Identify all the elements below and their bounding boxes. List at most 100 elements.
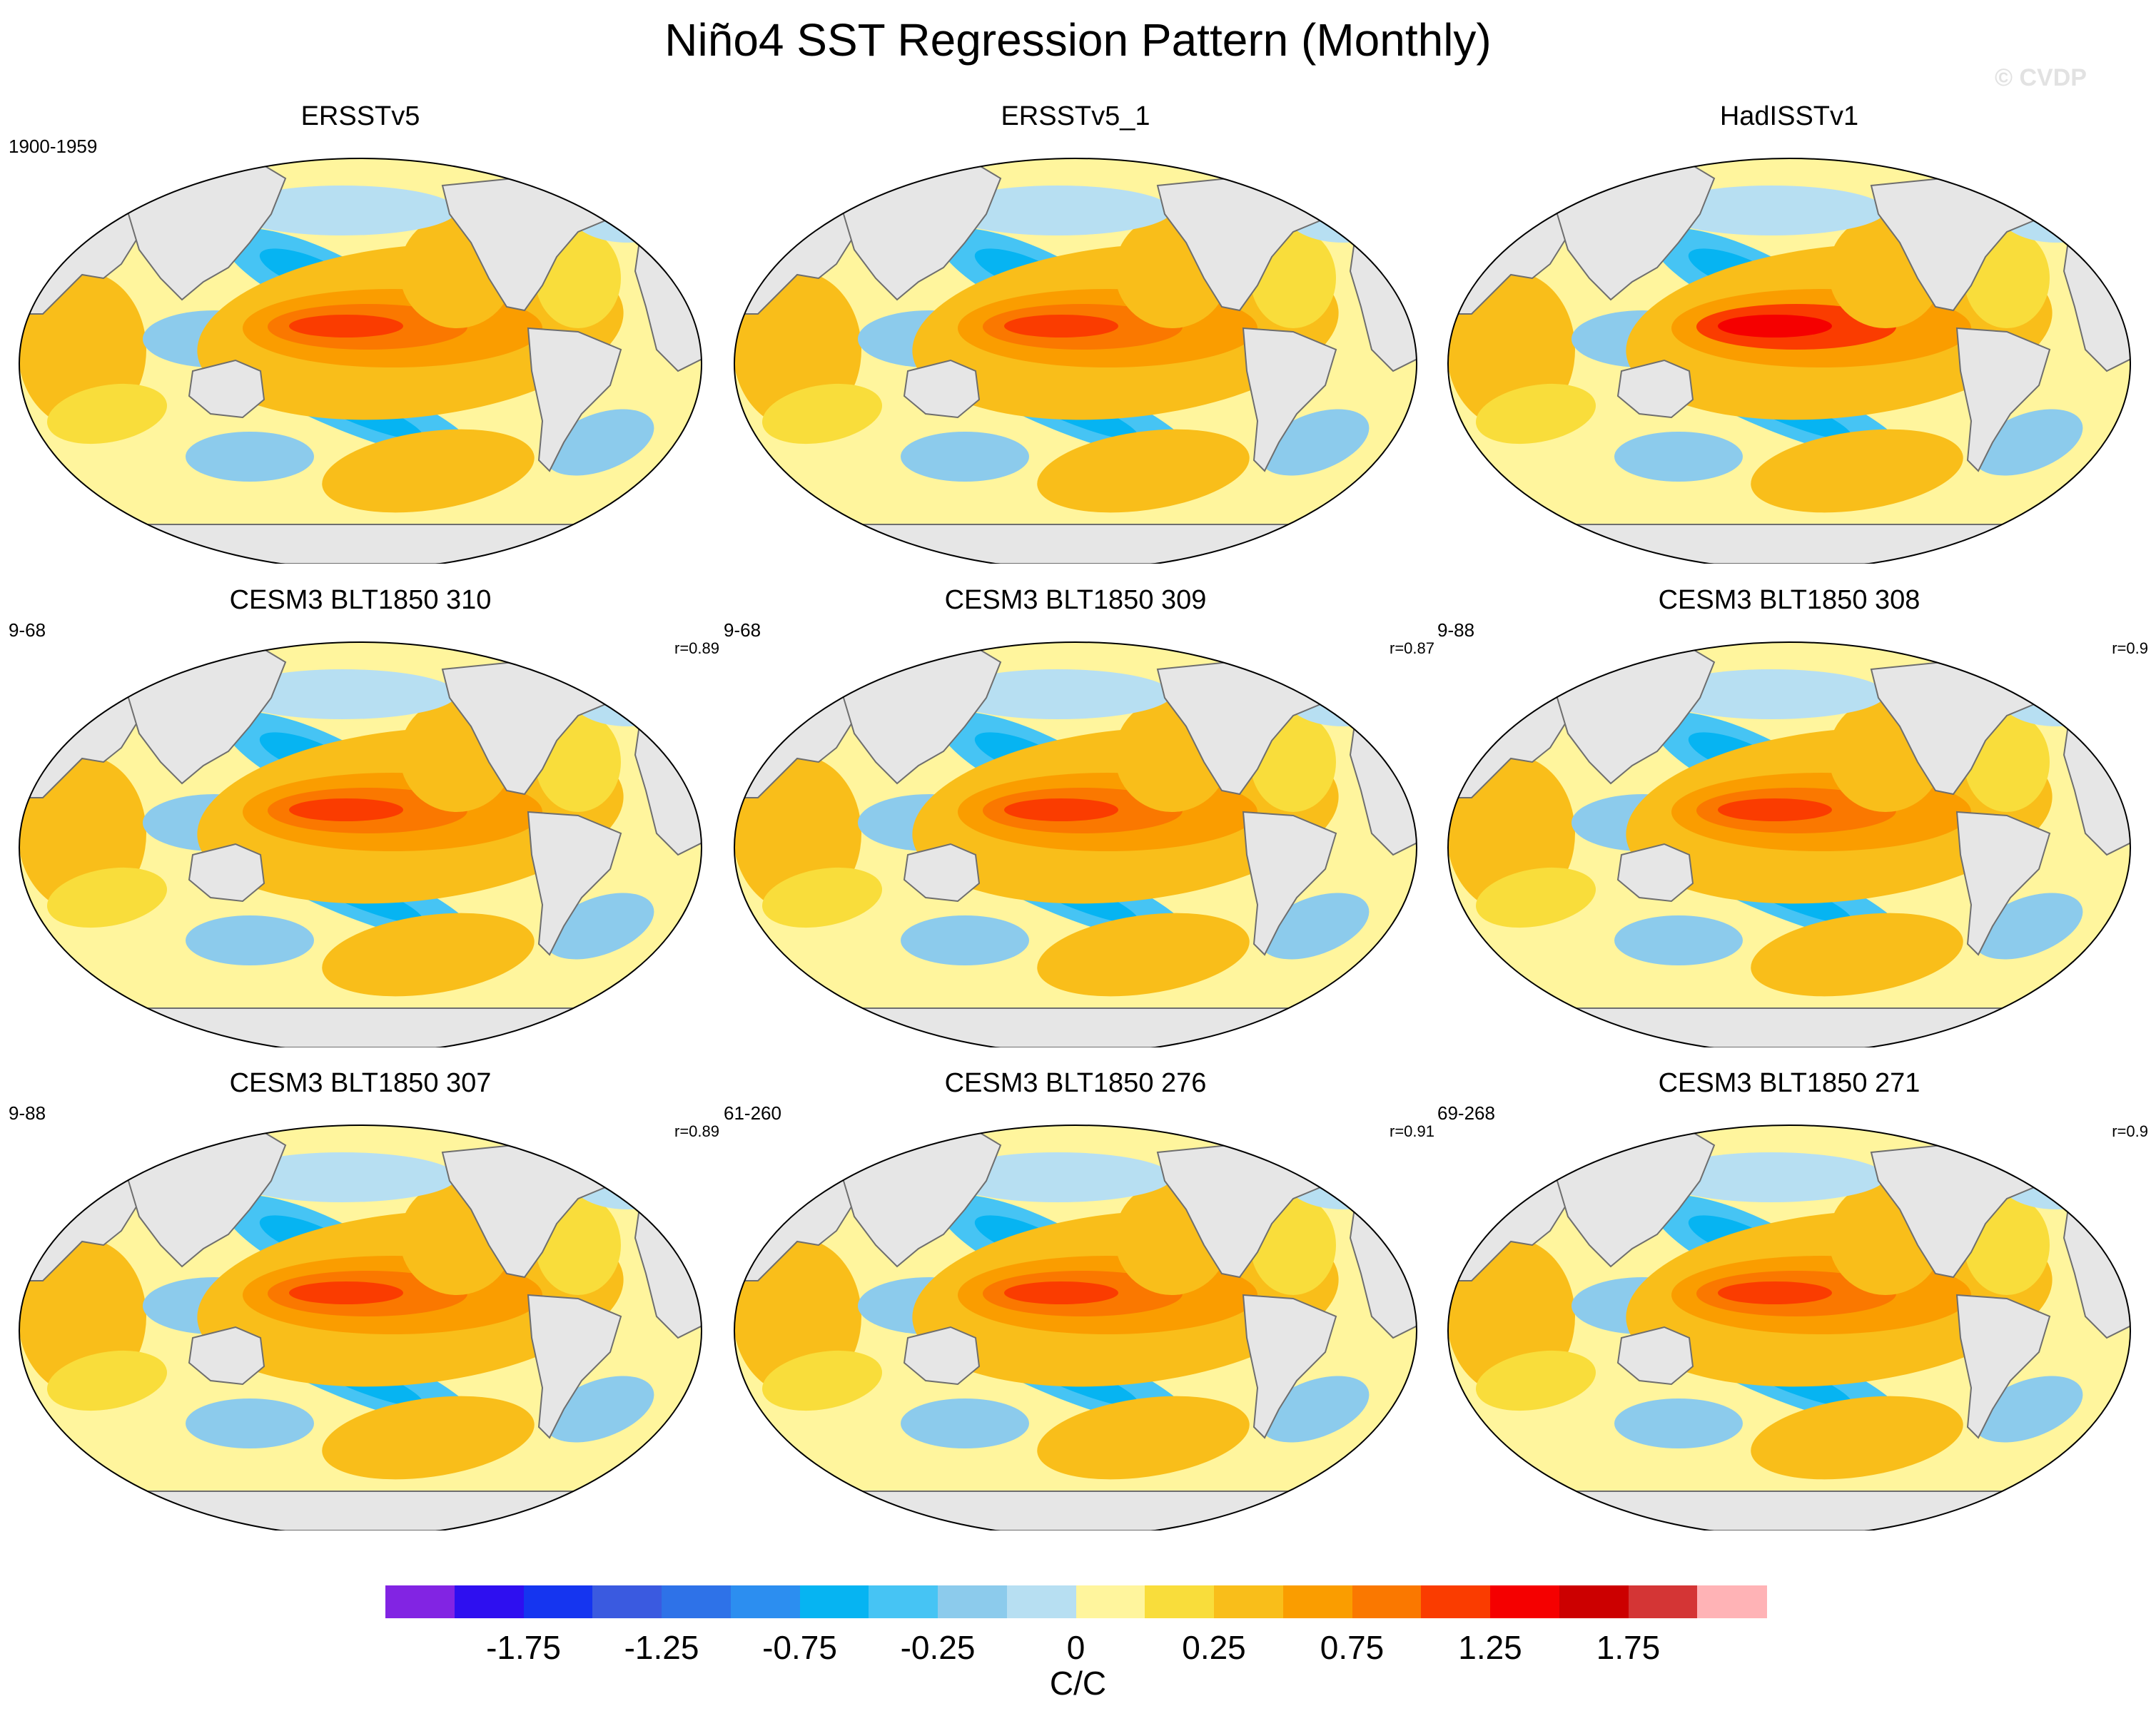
panel-title: CESM3 BLT1850 307 xyxy=(229,1068,492,1098)
pattern-correlation-label: r=0.91 xyxy=(1390,1122,1434,1140)
southern-ocean-cool xyxy=(901,432,1029,482)
south-america-landmass xyxy=(1242,1294,1337,1439)
south-pacific-warm xyxy=(1037,913,1250,997)
colorbar-tick-label: 1.25 xyxy=(1458,1629,1522,1666)
robinson-map xyxy=(1447,1124,2131,1537)
pacific-warm-peak xyxy=(289,315,403,337)
panel-title: CESM3 BLT1850 309 xyxy=(944,585,1207,615)
southern-ocean-cool xyxy=(186,432,314,482)
arctic-cool xyxy=(228,669,457,719)
map-panel: CESM3 BLT1850 310 9-68 r=0.89 xyxy=(7,584,719,1055)
antarctica-landmass xyxy=(19,1491,702,1531)
pattern-correlation-label: r=0.87 xyxy=(1390,639,1434,657)
south-pacific-warm xyxy=(1037,429,1250,513)
greenland-landmass xyxy=(577,1130,644,1172)
colorbar-tick-label: -1.25 xyxy=(624,1629,699,1666)
south-indian-warm xyxy=(47,867,167,928)
pacific-warm-peak xyxy=(289,1281,403,1304)
panel-period-label: 9-68 xyxy=(9,619,46,641)
colorbar-cell xyxy=(869,1585,938,1618)
australia-landmass xyxy=(903,843,981,903)
south-pacific-warm xyxy=(1751,913,1963,997)
southern-ocean-cool xyxy=(901,915,1029,965)
colorbar-units: C/C xyxy=(1049,1665,1107,1702)
south-indian-warm xyxy=(1476,867,1596,928)
cvdp-watermark: © CVDP xyxy=(1995,64,2087,91)
australia-landmass xyxy=(1616,1326,1694,1386)
colorbar-tick-label: 0.25 xyxy=(1182,1629,1246,1666)
map-panel: ERSSTv5 1900-1959 xyxy=(7,100,714,571)
colorbar-tick-label: -0.25 xyxy=(900,1629,976,1666)
colorbar-cell xyxy=(1006,1585,1076,1618)
antarctica-landmass xyxy=(19,1007,702,1048)
south-indian-warm xyxy=(47,1350,167,1411)
south-indian-warm xyxy=(47,383,167,445)
arctic-cool xyxy=(228,1152,457,1202)
arctic-cool xyxy=(943,186,1172,235)
robinson-map xyxy=(19,158,702,570)
south-pacific-warm xyxy=(322,1396,535,1480)
panel-title: CESM3 BLT1850 308 xyxy=(1658,585,1920,615)
map-panel: ERSSTv5_1 xyxy=(722,100,1429,571)
south-america-landmass xyxy=(1955,327,2051,472)
antarctica-landmass xyxy=(1448,524,2130,564)
south-pacific-warm xyxy=(322,429,535,513)
antarctica-landmass xyxy=(734,524,1417,564)
pacific-warm-peak xyxy=(289,798,403,821)
panel-title: CESM3 BLT1850 276 xyxy=(944,1068,1207,1098)
colorbar-cell xyxy=(662,1585,732,1618)
colorbar xyxy=(385,1585,1767,1618)
australia-landmass xyxy=(903,1326,981,1386)
arctic-cool xyxy=(1657,186,1886,235)
panel-period-label: 9-88 xyxy=(1437,619,1475,641)
australia-landmass xyxy=(188,1326,265,1386)
pattern-correlation-label: r=0.89 xyxy=(674,639,719,657)
south-indian-warm xyxy=(1476,383,1596,445)
panel-period-label: 9-88 xyxy=(9,1102,46,1124)
colorbar-cell xyxy=(938,1585,1008,1618)
greenland-landmass xyxy=(2005,647,2073,689)
arctic-cool xyxy=(1657,669,1886,719)
robinson-map xyxy=(734,1124,1417,1537)
greenland-landmass xyxy=(1292,1130,1359,1172)
panel-title: ERSSTv5_1 xyxy=(1001,101,1150,131)
southern-ocean-cool xyxy=(1614,432,1743,482)
greenland-landmass xyxy=(2005,1130,2073,1172)
pacific-warm-peak xyxy=(1718,798,1832,821)
map-panel: CESM3 BLT1850 271 69-268 r=0.9 xyxy=(1436,1067,2148,1538)
map-panel: HadISSTv1 xyxy=(1436,100,2142,571)
southern-ocean-cool xyxy=(186,915,314,965)
robinson-map xyxy=(734,158,1417,570)
colorbar-cell xyxy=(1214,1585,1284,1618)
panel-period-label: 61-260 xyxy=(724,1102,781,1124)
antarctica-landmass xyxy=(1448,1007,2130,1048)
pacific-warm-peak xyxy=(1004,798,1118,821)
greenland-landmass xyxy=(577,647,644,689)
colorbar-cell xyxy=(1628,1585,1698,1618)
south-america-landmass xyxy=(527,327,622,472)
colorbar-cell xyxy=(1352,1585,1422,1618)
pacific-warm-peak xyxy=(1004,315,1118,337)
australia-landmass xyxy=(903,359,981,419)
south-america-landmass xyxy=(1955,1294,2051,1439)
map-panel: CESM3 BLT1850 308 9-88 r=0.9 xyxy=(1436,584,2148,1055)
pattern-correlation-label: r=0.9 xyxy=(2112,1122,2148,1140)
south-america-landmass xyxy=(1242,811,1337,956)
greenland-landmass xyxy=(2005,163,2073,205)
map-panel: CESM3 BLT1850 276 61-260 r=0.91 xyxy=(722,1067,1434,1538)
panel-period-label: 9-68 xyxy=(724,619,761,641)
arctic-cool xyxy=(228,186,457,235)
colorbar-tick-label: 1.75 xyxy=(1596,1629,1661,1666)
panel-title: ERSSTv5 xyxy=(300,101,420,131)
colorbar-cell xyxy=(523,1585,593,1618)
colorbar-cell xyxy=(799,1585,869,1618)
colorbar-cell xyxy=(454,1585,524,1618)
panel-period-label: 1900-1959 xyxy=(9,136,98,157)
colorbar-tick-label: -0.75 xyxy=(762,1629,837,1666)
map-panel: CESM3 BLT1850 309 9-68 r=0.87 xyxy=(722,584,1434,1055)
colorbar-cell xyxy=(1490,1585,1560,1618)
robinson-map xyxy=(1447,641,2131,1054)
colorbar-cell xyxy=(1145,1585,1215,1618)
south-america-landmass xyxy=(527,1294,622,1439)
antarctica-landmass xyxy=(1448,1491,2130,1531)
